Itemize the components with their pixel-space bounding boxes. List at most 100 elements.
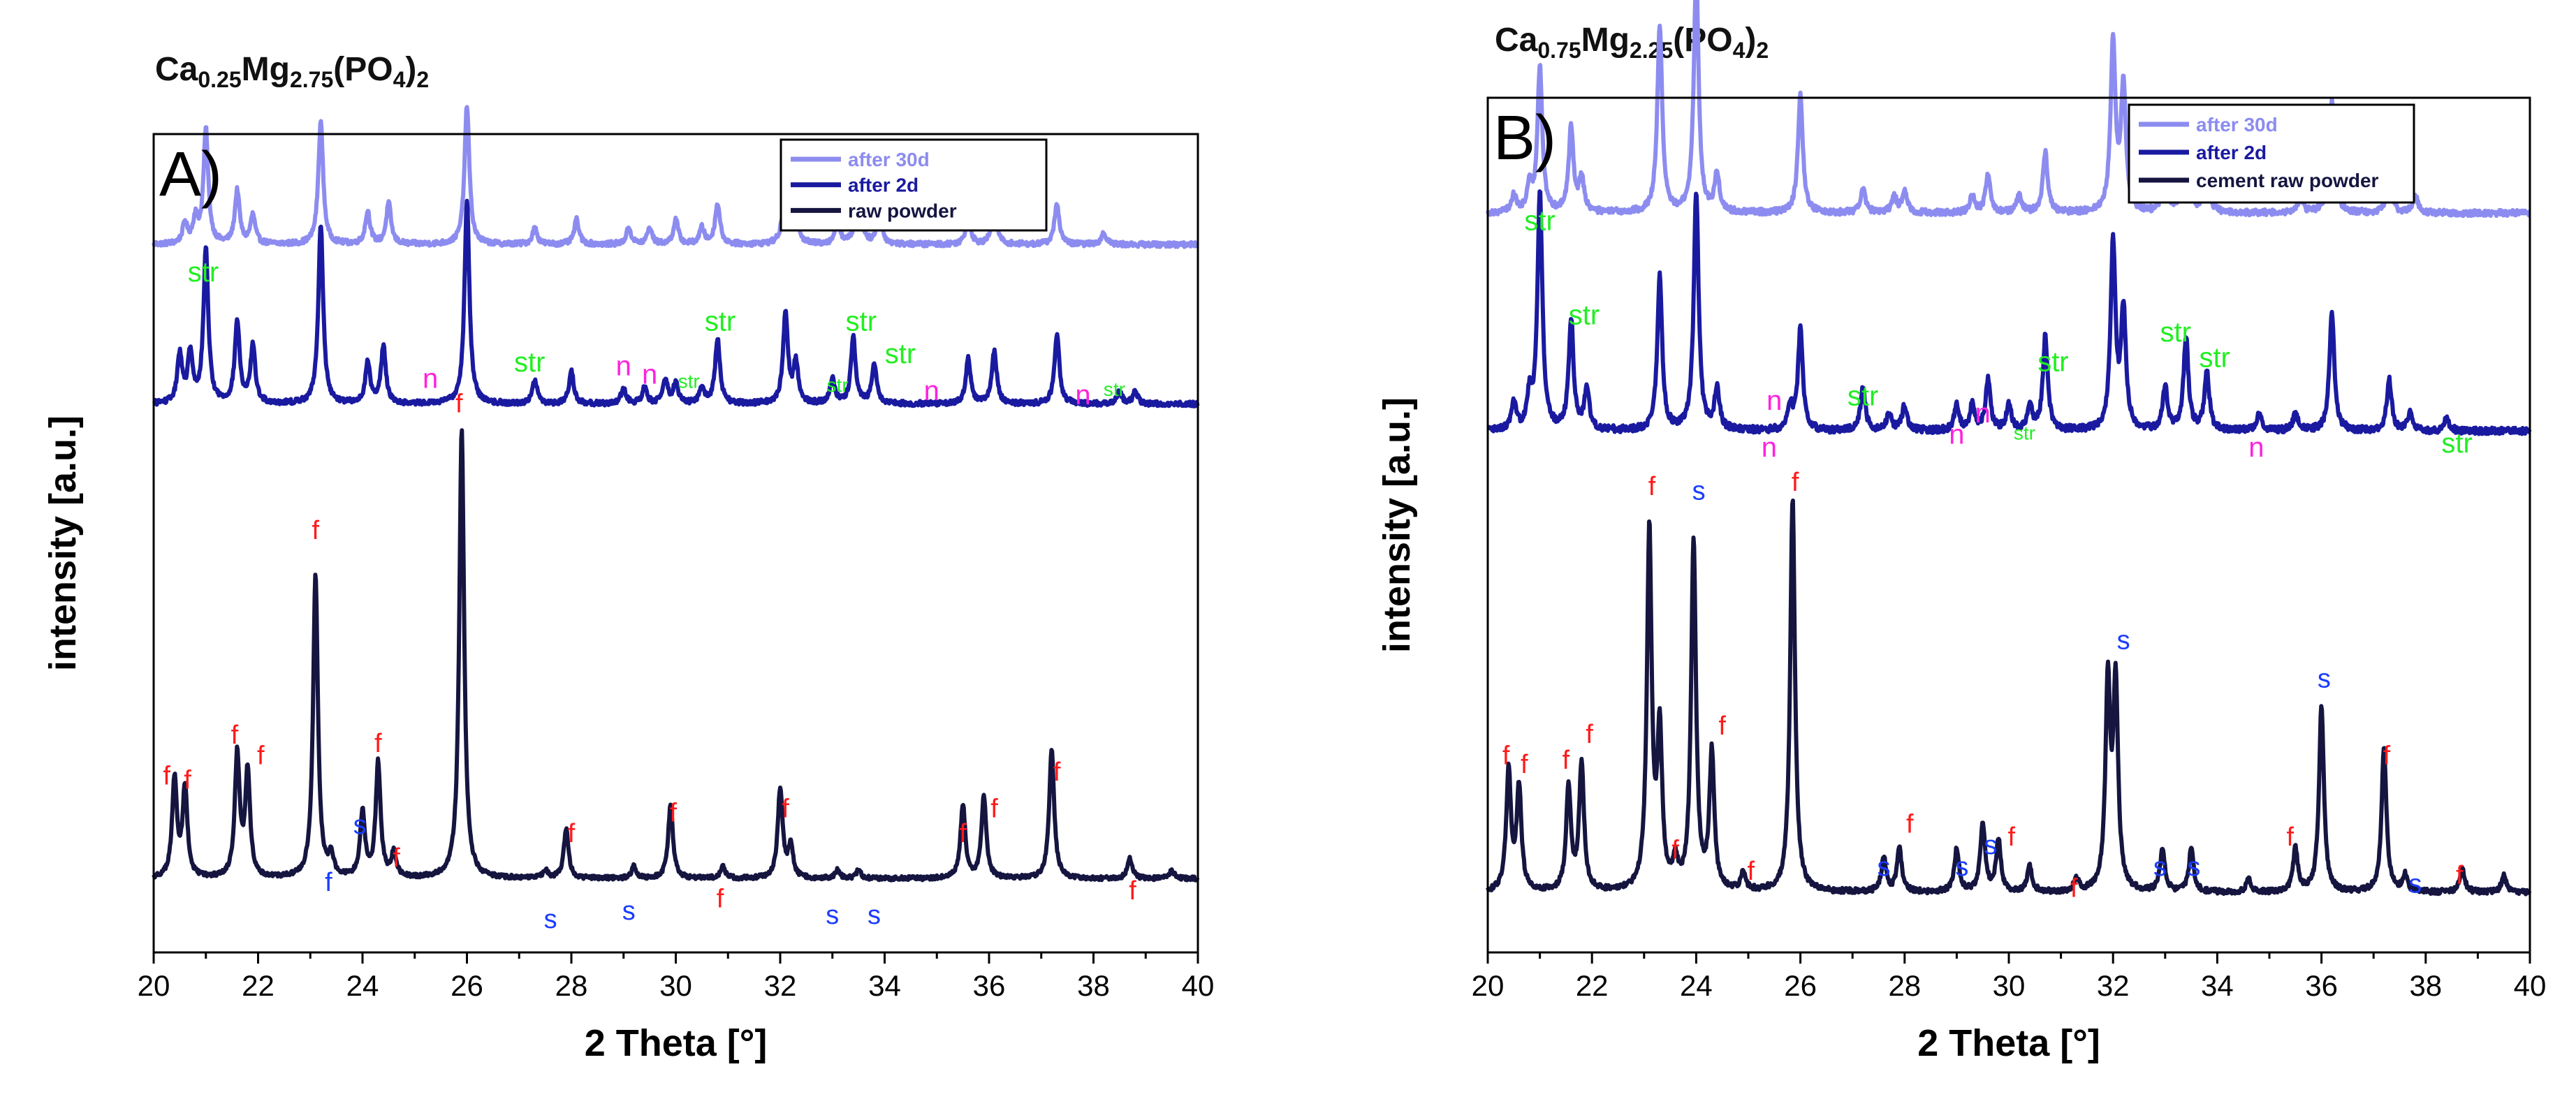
peak-label-f: f	[1671, 835, 1679, 864]
panel-letter: B)	[1493, 103, 1556, 173]
x-axis-label: 2 Theta [°]	[585, 1022, 768, 1064]
peak-label-str: str	[1847, 381, 1878, 412]
legend-entry: after 30d	[2196, 114, 2278, 135]
x-tick-label: 30	[659, 969, 692, 1002]
peak-label-s: s	[1955, 853, 1968, 882]
peak-label-f: f	[1129, 876, 1136, 906]
peak-label-f: f	[455, 389, 463, 418]
peak-label-f: f	[1648, 472, 1656, 501]
x-tick-label: 32	[2097, 969, 2130, 1002]
peak-label-n: n	[1075, 380, 1090, 411]
legend-entry: cement raw powder	[2196, 170, 2379, 191]
x-tick-label: 24	[346, 969, 379, 1002]
peak-label-s: s	[2117, 626, 2130, 655]
peak-label-f: f	[1586, 720, 1593, 749]
peak-label-str: str	[885, 339, 916, 369]
peak-label-str: str	[1569, 300, 1600, 330]
peak-label-f: f	[312, 516, 319, 545]
y-axis-label: intensity [a.u.]	[42, 415, 84, 671]
legend-entry: after 2d	[848, 175, 919, 196]
x-tick-label: 36	[973, 969, 1006, 1002]
peak-label-s: s	[2187, 853, 2200, 882]
peak-label-n: n	[1766, 385, 1782, 416]
peak-label-s: s	[353, 811, 367, 840]
x-tick-label: 20	[1472, 969, 1505, 1002]
series-line-after-30d	[1486, 0, 2531, 219]
peak-label-s: s	[868, 901, 881, 930]
x-tick-label: 36	[2305, 969, 2338, 1002]
x-tick-label: 30	[1993, 969, 2026, 1002]
peak-label-str: str	[188, 257, 219, 288]
peak-label-f: f	[374, 729, 382, 758]
peak-label-f: f	[669, 798, 677, 827]
x-tick-label: 28	[555, 969, 588, 1002]
peak-label-str: str	[2037, 347, 2068, 378]
legend: after 30d after 2d raw powder	[780, 138, 1048, 232]
x-tick-label: 22	[1576, 969, 1609, 1002]
peak-label-f: f	[959, 819, 967, 848]
peak-label-f: f	[1521, 750, 1528, 779]
peak-label-f: f	[1502, 742, 1510, 771]
x-tick-label: 24	[1680, 969, 1713, 1002]
peak-label-n: n	[1975, 398, 1991, 429]
x-tick-label: 26	[451, 969, 483, 1002]
peak-label-n: n	[1949, 420, 1964, 450]
peak-label-f: f	[2456, 861, 2464, 890]
peak-label-str: str	[705, 306, 736, 337]
y-axis-label: intensity [a.u.]	[1376, 397, 1418, 653]
peak-label-s: s	[2153, 853, 2167, 882]
peak-label-n: n	[1762, 432, 1777, 463]
peak-label-f: f	[2007, 823, 2015, 852]
x-tick-label: 34	[2201, 969, 2234, 1002]
peak-label-f: f	[1906, 810, 1914, 839]
x-tick-label: 38	[2409, 969, 2442, 1002]
series-line-raw-powder	[152, 428, 1200, 883]
peak-label-s: s	[826, 901, 839, 930]
x-tick-label: 40	[2514, 969, 2547, 1002]
peak-label-s: s	[544, 905, 557, 934]
peak-label-s: s	[622, 897, 636, 926]
panel-b-title: Ca0.75Mg2.25(PO4)2	[1495, 22, 1769, 63]
peak-label-f: f	[257, 741, 265, 770]
x-tick-label: 40	[1182, 969, 1215, 1002]
peak-label-f: f	[990, 795, 998, 824]
peak-label-f: f	[2287, 823, 2295, 852]
peak-label-n: n	[2248, 432, 2264, 463]
legend: after 30d after 2d cement raw powder	[2128, 103, 2415, 204]
series-line-after-2d	[152, 198, 1200, 408]
x-tick-label: 32	[764, 969, 797, 1002]
x-tick-label: 26	[1784, 969, 1817, 1002]
peak-label-f: f	[1563, 746, 1570, 775]
x-tick-label: 20	[138, 969, 170, 1002]
panel-a: 20 22 24 26 28 30 32 34 36 38 40 2 Theta [°] intensi…	[42, 105, 1215, 1064]
peak-label-f: f	[782, 795, 789, 824]
peak-label-str: str	[2199, 343, 2230, 374]
peak-label-str: str	[846, 306, 877, 337]
peak-label-n: n	[924, 376, 939, 406]
peak-label-str: str	[514, 347, 545, 378]
peak-label-n: n	[616, 351, 631, 382]
peak-label-str: str	[827, 374, 849, 396]
x-tick-label: 38	[1077, 969, 1110, 1002]
series-line-after-2d	[1486, 189, 2532, 436]
peak-label-f: f	[2070, 874, 2078, 903]
series-line-cement-raw-powder	[1486, 499, 2532, 897]
peak-label-f: f	[231, 721, 239, 750]
peak-label-f: f	[184, 766, 191, 795]
x-tick-label: 22	[242, 969, 275, 1002]
peak-label-str: str	[2014, 422, 2035, 444]
peak-label-str: str	[2160, 317, 2191, 348]
peak-label-f: f	[1053, 758, 1061, 787]
x-tick-label: 28	[1888, 969, 1921, 1002]
panel-b: 20 22 24 26 28 30 32 34 36 38 40 2 Theta [°] intensi…	[1376, 0, 2546, 1064]
legend-entry: after 30d	[848, 149, 930, 170]
peak-label-f: f	[1718, 712, 1726, 741]
peak-label-f: f	[717, 885, 724, 914]
peak-label-f: f	[1792, 468, 1799, 497]
peak-label-n: n	[642, 359, 657, 390]
x-tick-label: 34	[868, 969, 901, 1002]
peak-label-s: s	[1984, 831, 1997, 860]
panel-letter: A)	[159, 140, 222, 209]
legend-entry: after 2d	[2196, 142, 2267, 163]
peak-label-f: f	[1747, 857, 1755, 886]
